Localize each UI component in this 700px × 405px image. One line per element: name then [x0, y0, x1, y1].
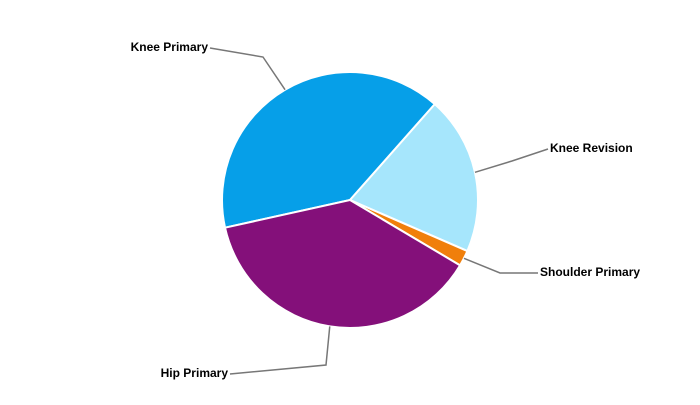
slice-label: Hip Primary	[161, 366, 229, 380]
leader-line	[463, 257, 538, 274]
pie-slice	[221, 71, 437, 229]
leader-line	[229, 326, 331, 375]
pie-slice	[348, 102, 479, 253]
pie-slice	[223, 198, 462, 329]
leader-line	[474, 148, 549, 174]
leader-line	[209, 47, 286, 91]
slice-label: Knee Revision	[550, 141, 633, 155]
slice-label: Knee Primary	[131, 40, 209, 54]
slice-label: Shoulder Primary	[540, 265, 640, 279]
